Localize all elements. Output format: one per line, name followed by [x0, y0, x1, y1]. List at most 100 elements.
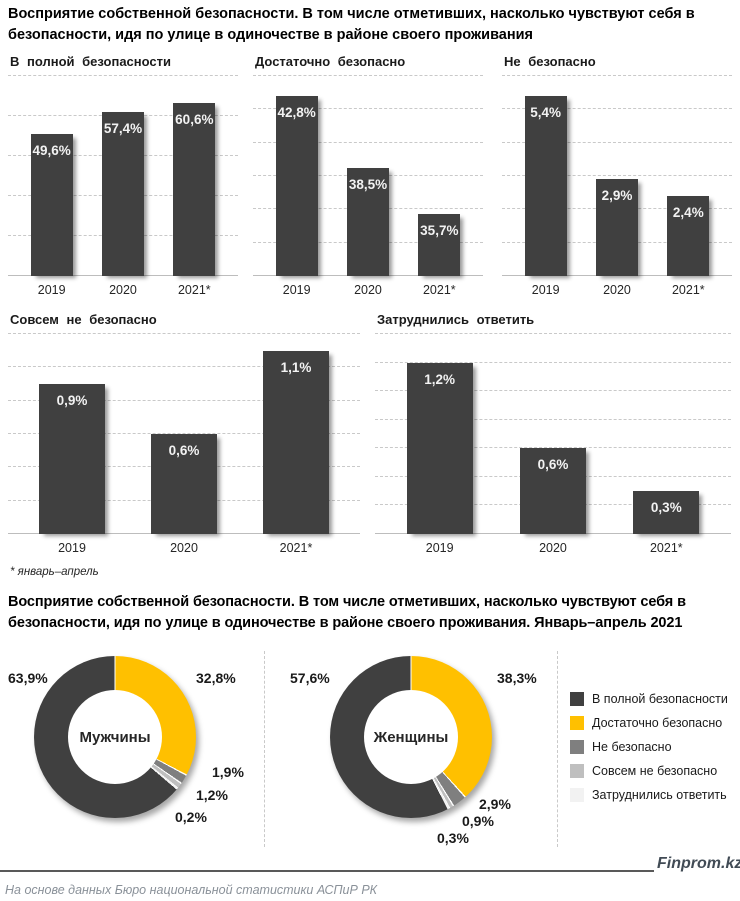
legend-swatch — [570, 764, 584, 778]
bar-chart-undecided: Затруднились ответить 1,2% 0,6% 0,3% 2019 2… — [375, 312, 731, 555]
gridline — [8, 433, 360, 434]
gridline — [375, 418, 731, 420]
bar: 2,4% — [667, 196, 710, 276]
x-tick-label: 2021* — [177, 283, 211, 297]
x-axis: 2019 2020 2021* — [375, 541, 731, 555]
donut-hole: Женщины — [364, 690, 458, 784]
chart-title: Затруднились ответить — [377, 312, 535, 327]
x-tick-label: 2021* — [649, 541, 683, 555]
page-title-top: Восприятие собственной безопасности. В т… — [8, 6, 695, 43]
donut-group-label: Женщины — [373, 728, 449, 746]
bar-chart-very-unsafe: Совсем не безопасно 0,9% 0,6% 1,1% 2019 202… — [8, 312, 360, 555]
gridline — [502, 108, 732, 110]
gridline — [375, 390, 731, 392]
x-axis: 2019 2020 2021* — [8, 283, 238, 297]
bar: 38,5% — [346, 167, 389, 276]
chart-title: В полной безопасности — [10, 54, 171, 69]
plot-area: 5,4% 2,9% 2,4% — [502, 75, 732, 276]
gridline — [253, 75, 483, 76]
legend-item: Достаточно безопасно — [570, 716, 728, 730]
plot-area: 42,8% 38,5% 35,7% — [253, 75, 483, 276]
bar: 0,3% — [633, 491, 700, 534]
bar-value-label: 60,6% — [175, 111, 214, 127]
x-axis: 2019 2020 2021* — [253, 283, 483, 297]
donut-chart-men: Мужчины 63,9% 32,8% 1,9% 1,2% 0,2% — [0, 650, 264, 850]
bar: 2,9% — [595, 179, 638, 276]
legend-label: Затруднились ответить — [592, 788, 727, 802]
legend-swatch — [570, 692, 584, 706]
x-tick-label: 2021* — [671, 283, 705, 297]
slice-value-label: 1,9% — [212, 764, 244, 780]
slice-value-label: 63,9% — [8, 670, 48, 686]
bars-group: 42,8% 38,5% 35,7% — [253, 76, 483, 276]
slice-value-label: 38,3% — [497, 670, 537, 686]
bar-value-label: 1,2% — [424, 371, 456, 387]
divider-line — [0, 870, 654, 872]
bar: 42,8% — [275, 96, 318, 276]
bar-value-label: 0,9% — [56, 393, 88, 408]
gridline — [253, 108, 483, 110]
gridline — [375, 447, 731, 449]
donut-hole: Мужчины — [68, 690, 162, 784]
x-tick-label: 2020 — [109, 283, 137, 297]
bar-value-label: 0,6% — [537, 457, 569, 473]
donut-chart-women: Женщины 57,6% 38,3% 2,9% 0,9% 0,3% — [264, 650, 564, 850]
x-axis: 2019 2020 2021* — [502, 283, 732, 297]
gridline — [375, 333, 731, 334]
bar-value-label: 2,9% — [601, 188, 633, 204]
x-tick-label: 2019 — [425, 541, 454, 555]
bar-chart-full-safety: В полной безопасности 49,6% 57,4% 60,6% 20… — [8, 54, 238, 297]
bars-group: 49,6% 57,4% 60,6% — [8, 76, 238, 276]
legend-item: Не безопасно — [570, 740, 728, 754]
bar: 57,4% — [101, 112, 144, 276]
legend-swatch — [570, 740, 584, 754]
bar: 60,6% — [173, 102, 216, 276]
bar-chart-unsafe: Не безопасно 5,4% 2,9% 2,4% 2019 2020 2021* — [502, 54, 732, 297]
bar: 0,6% — [519, 448, 586, 534]
bar: 1,1% — [263, 350, 329, 534]
chart-title: Совсем не безопасно — [10, 312, 157, 327]
legend-item: Затруднились ответить — [570, 788, 728, 802]
plot-area: 0,9% 0,6% 1,1% — [8, 333, 360, 534]
x-tick-label: 2020 — [603, 283, 631, 297]
x-tick-label: 2021* — [279, 541, 313, 555]
dashed-separator — [557, 651, 558, 847]
bar-value-label: 57,4% — [103, 121, 143, 136]
x-tick-label: 2019 — [58, 541, 86, 555]
chart-title: Не безопасно — [504, 54, 596, 69]
gridline — [8, 333, 360, 334]
bar: 35,7% — [418, 214, 461, 276]
bar-value-label: 38,5% — [348, 176, 388, 192]
x-tick-label: 2020 — [354, 283, 382, 297]
gridline — [502, 141, 732, 143]
bar-value-label: 49,6% — [32, 143, 71, 159]
bar: 1,2% — [406, 362, 473, 534]
bars-group: 0,9% 0,6% 1,1% — [8, 334, 360, 534]
bar-value-label: 5,4% — [530, 105, 562, 120]
legend: В полной безопасности Достаточно безопасн… — [570, 692, 728, 812]
donut-ring: Женщины — [330, 656, 492, 818]
gridline — [502, 175, 732, 176]
x-tick-label: 2020 — [539, 541, 567, 555]
gridline — [253, 141, 483, 143]
bar-value-label: 2,4% — [672, 205, 704, 220]
bar: 49,6% — [30, 134, 73, 276]
legend-swatch — [570, 788, 584, 802]
gridline — [502, 75, 732, 76]
bar: 0,9% — [39, 384, 105, 534]
gridline — [8, 366, 360, 368]
donut-group-label: Мужчины — [79, 728, 151, 746]
brand-logo: Finprom.kz — [657, 855, 740, 872]
plot-area: 1,2% 0,6% 0,3% — [375, 333, 731, 534]
donut-ring: Мужчины — [34, 656, 196, 818]
chart-title: Достаточно безопасно — [255, 54, 406, 69]
legend-item: В полной безопасности — [570, 692, 728, 706]
page-title-bottom: Восприятие собственной безопасности. В т… — [8, 594, 686, 631]
slice-value-label: 0,2% — [175, 809, 207, 825]
x-tick-label: 2021* — [422, 283, 456, 297]
bar: 0,6% — [151, 434, 217, 534]
bar-chart-fairly-safe: Достаточно безопасно 42,8% 38,5% 35,7% 201… — [253, 54, 483, 297]
x-tick-label: 2020 — [170, 541, 198, 555]
legend-label: Совсем не безопасно — [592, 764, 718, 778]
